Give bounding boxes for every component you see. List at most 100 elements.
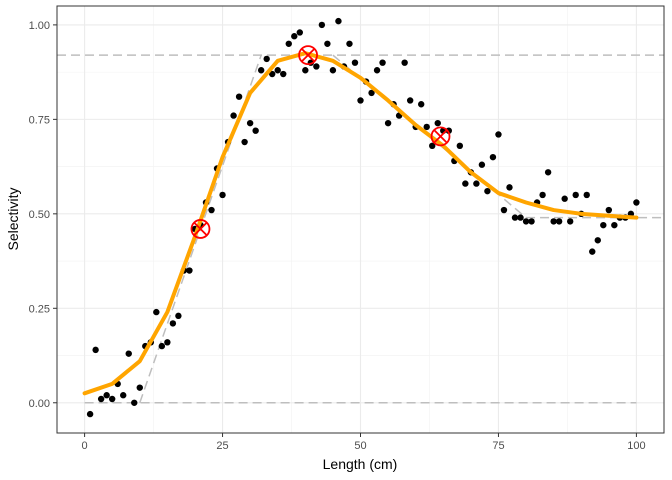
data-point (257, 67, 265, 74)
marker-circle (298, 45, 318, 66)
data-point (103, 392, 110, 399)
data-point (153, 308, 160, 316)
data-point (241, 138, 248, 146)
data-point (235, 93, 243, 100)
data-point (373, 67, 381, 74)
data-point (208, 206, 215, 214)
data-point (456, 142, 464, 150)
data-point (291, 33, 298, 40)
data-point (324, 40, 331, 47)
data-point (506, 184, 513, 191)
data-point (583, 191, 590, 199)
x-tick-label: 25 (216, 440, 228, 452)
data-point (539, 191, 546, 199)
data-point (384, 119, 392, 127)
data-point (572, 191, 579, 199)
inflection-marker (190, 219, 211, 239)
data-point (136, 384, 143, 391)
data-point (500, 206, 508, 214)
data-point (296, 29, 303, 36)
ticks-layer: 0 25 50 75 100 0.00 0.25 0.50 0.75 1.00 (29, 20, 646, 452)
y-tick-label: 0.75 (29, 114, 50, 126)
data-point (285, 40, 292, 47)
data-point (544, 169, 552, 176)
data-point (252, 127, 259, 134)
y-tick-label: 0.00 (29, 398, 50, 410)
data-point (550, 218, 557, 225)
data-point (473, 180, 480, 187)
data-point (605, 206, 613, 214)
data-point (462, 180, 469, 187)
markers-layer (190, 45, 451, 239)
data-point (346, 40, 353, 47)
data-point (423, 123, 430, 131)
data-point (418, 101, 425, 108)
y-tick-label: 0.25 (29, 303, 50, 315)
data-point (86, 410, 94, 418)
data-point (280, 70, 287, 78)
data-point (401, 59, 408, 66)
data-point (92, 346, 99, 354)
x-tick-label: 75 (492, 440, 504, 452)
marker-cross-line (301, 48, 316, 63)
marker-cross-line (193, 221, 208, 236)
data-point (379, 59, 386, 66)
data-point (302, 67, 309, 74)
data-point (274, 67, 281, 74)
data-point (269, 70, 276, 78)
data-point (219, 191, 226, 199)
data-point (484, 187, 491, 195)
x-tick-label: 0 (82, 440, 88, 452)
fitted-curve-layer (82, 51, 639, 396)
data-point (594, 237, 601, 244)
data-point (97, 395, 105, 403)
data-point (495, 131, 502, 138)
data-point (633, 199, 640, 206)
data-point (335, 17, 342, 25)
grid-layer (57, 6, 664, 433)
data-point (600, 221, 607, 229)
data-point (429, 142, 436, 150)
data-point (108, 395, 116, 403)
data-point (263, 55, 270, 63)
data-point (522, 218, 530, 225)
data-point (589, 248, 596, 255)
data-point (406, 97, 414, 104)
data-point (561, 195, 568, 202)
data-point (434, 119, 441, 127)
data-point (489, 153, 497, 161)
marker-circle (430, 126, 451, 147)
data-point (511, 214, 519, 221)
data-point (611, 221, 618, 229)
inflection-marker (430, 126, 451, 147)
data-point (357, 97, 364, 104)
data-point (246, 119, 254, 127)
x-tick-label: 100 (627, 440, 645, 452)
data-point (164, 339, 171, 346)
data-point (186, 267, 193, 274)
fitted-curve (82, 51, 639, 396)
data-point (517, 214, 524, 221)
data-point (125, 350, 132, 357)
data-point (478, 161, 486, 168)
y-tick-label: 0.50 (29, 209, 50, 221)
data-point (368, 89, 375, 97)
data-point (313, 63, 320, 70)
marker-circle (190, 219, 211, 239)
data-point (329, 67, 337, 74)
data-point (566, 218, 574, 225)
data-point (120, 392, 127, 399)
data-point (158, 342, 166, 350)
x-tick-label: 50 (354, 440, 366, 452)
data-point (131, 399, 138, 406)
marker-cross-line (433, 129, 448, 144)
data-point (230, 112, 237, 119)
y-axis-title: Selectivity (5, 187, 21, 250)
data-point (555, 218, 563, 225)
x-axis-title: Length (cm) (323, 456, 398, 472)
inflection-marker (298, 45, 318, 66)
data-point (528, 218, 535, 225)
data-point (175, 312, 182, 320)
y-tick-label: 1.00 (29, 20, 50, 32)
